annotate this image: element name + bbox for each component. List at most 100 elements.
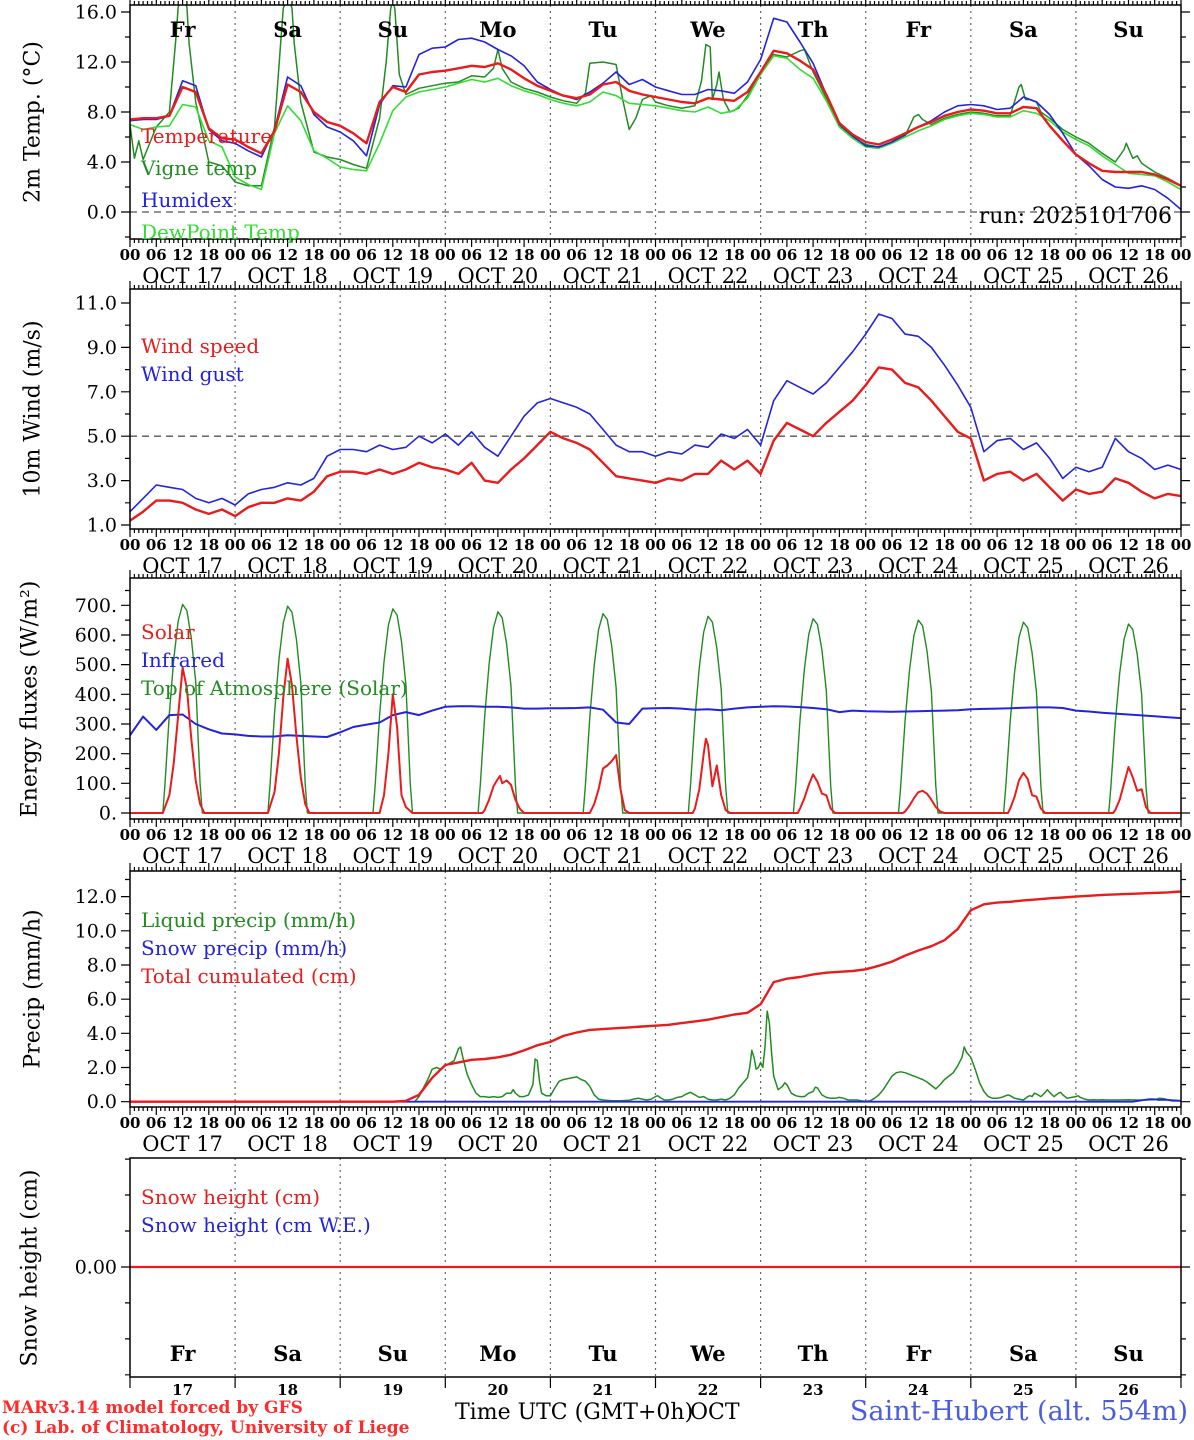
- svg-text:12: 12: [1013, 246, 1034, 264]
- svg-text:06: 06: [671, 1114, 692, 1132]
- svg-text:00: 00: [1065, 536, 1086, 554]
- svg-text:12: 12: [803, 536, 824, 554]
- svg-text:Fr: Fr: [170, 1341, 197, 1366]
- svg-text:00: 00: [1065, 1114, 1086, 1132]
- svg-text:00: 00: [855, 826, 876, 844]
- svg-text:00: 00: [1171, 826, 1192, 844]
- svg-text:3.0: 3.0: [87, 470, 117, 492]
- svg-text:06: 06: [356, 1114, 377, 1132]
- svg-text:26: 26: [1118, 1381, 1139, 1399]
- svg-text:300.: 300.: [75, 714, 117, 736]
- legend-humidex: Humidex: [141, 188, 233, 212]
- svg-text:06: 06: [987, 246, 1008, 264]
- svg-text:18: 18: [409, 826, 430, 844]
- svg-text:00: 00: [120, 826, 141, 844]
- svg-text:12: 12: [487, 826, 508, 844]
- svg-text:00: 00: [120, 536, 141, 554]
- svg-text:18: 18: [619, 536, 640, 554]
- svg-text:06: 06: [882, 1114, 903, 1132]
- svg-text:OCT 26: OCT 26: [1088, 1132, 1169, 1156]
- svg-text:12: 12: [172, 246, 193, 264]
- svg-text:0.0: 0.0: [87, 1091, 117, 1113]
- svg-text:18: 18: [303, 826, 324, 844]
- svg-text:12: 12: [487, 246, 508, 264]
- svg-text:Sa: Sa: [273, 17, 302, 42]
- svg-text:12: 12: [908, 246, 929, 264]
- svg-text:12: 12: [1118, 536, 1139, 554]
- svg-text:12: 12: [172, 536, 193, 554]
- svg-text:00: 00: [435, 1114, 456, 1132]
- svg-text:06: 06: [356, 826, 377, 844]
- svg-text:18: 18: [1144, 1114, 1165, 1132]
- svg-text:600.: 600.: [75, 625, 117, 647]
- svg-text:00: 00: [645, 246, 666, 264]
- svg-text:10.0: 10.0: [75, 920, 117, 942]
- svg-text:06: 06: [776, 536, 797, 554]
- svg-text:00: 00: [540, 246, 561, 264]
- series-wind-speed: [130, 366, 1181, 522]
- svg-text:6.0: 6.0: [87, 989, 117, 1011]
- svg-text:18: 18: [829, 536, 850, 554]
- series-liquid-precip: [130, 1010, 1181, 1103]
- svg-text:18: 18: [409, 1114, 430, 1132]
- svg-text:5.0: 5.0: [87, 426, 117, 448]
- svg-text:12: 12: [803, 826, 824, 844]
- svg-text:18: 18: [303, 246, 324, 264]
- svg-text:06: 06: [356, 246, 377, 264]
- svg-text:22: 22: [698, 1381, 719, 1399]
- svg-text:Th: Th: [798, 17, 829, 42]
- svg-text:400.: 400.: [75, 684, 117, 706]
- svg-text:18: 18: [198, 1114, 219, 1132]
- svg-text:06: 06: [671, 536, 692, 554]
- svg-text:0.0: 0.0: [87, 202, 117, 224]
- series-dewpoint-temp: [130, 55, 1181, 191]
- svg-text:00: 00: [750, 536, 771, 554]
- svg-text:Su: Su: [378, 1341, 408, 1366]
- legend-wind-speed: Wind speed: [141, 334, 260, 358]
- svg-text:06: 06: [461, 826, 482, 844]
- svg-text:06: 06: [461, 246, 482, 264]
- svg-text:06: 06: [1092, 246, 1113, 264]
- svg-text:24: 24: [908, 1381, 929, 1399]
- axis-ticks: [121, 0, 1190, 247]
- svg-text:Tu: Tu: [589, 17, 618, 42]
- svg-text:Sa: Sa: [273, 1341, 302, 1366]
- svg-text:00: 00: [225, 246, 246, 264]
- svg-text:06: 06: [882, 246, 903, 264]
- svg-text:12: 12: [698, 536, 719, 554]
- svg-text:17: 17: [172, 1381, 193, 1399]
- wind-axis-title: 10m Wind (m/s): [20, 320, 46, 498]
- svg-text:06: 06: [776, 826, 797, 844]
- legend-wind-gust: Wind gust: [141, 362, 244, 386]
- svg-text:18: 18: [409, 536, 430, 554]
- svg-text:18: 18: [619, 826, 640, 844]
- svg-text:18: 18: [829, 246, 850, 264]
- svg-text:00: 00: [435, 826, 456, 844]
- svg-text:12: 12: [908, 536, 929, 554]
- svg-text:Su: Su: [378, 17, 408, 42]
- svg-text:00: 00: [960, 246, 981, 264]
- legend-vigne-temp: Vigne temp: [141, 156, 258, 180]
- month-label: OCT: [690, 1400, 740, 1425]
- svg-text:200.: 200.: [75, 743, 117, 765]
- svg-text:12: 12: [908, 826, 929, 844]
- svg-text:Su: Su: [1113, 1341, 1143, 1366]
- svg-text:00: 00: [330, 826, 351, 844]
- series-vigne-temp: [130, 5, 1181, 187]
- svg-text:19: 19: [382, 1381, 403, 1399]
- svg-text:00: 00: [120, 1114, 141, 1132]
- panel-frame: [129, 870, 1182, 1108]
- svg-text:4.0: 4.0: [87, 152, 117, 174]
- svg-text:18: 18: [724, 536, 745, 554]
- svg-text:00: 00: [1171, 536, 1192, 554]
- svg-text:00: 00: [225, 1114, 246, 1132]
- svg-text:12: 12: [1013, 826, 1034, 844]
- legend-liquid-precip: Liquid precip (mm/h): [141, 908, 357, 932]
- day-gridlines: [234, 871, 1077, 1107]
- svg-text:18: 18: [829, 826, 850, 844]
- axis-ticks: [121, 570, 1190, 827]
- svg-text:Fr: Fr: [905, 1341, 932, 1366]
- svg-text:06: 06: [776, 246, 797, 264]
- svg-text:21: 21: [593, 1381, 614, 1399]
- svg-text:00: 00: [855, 246, 876, 264]
